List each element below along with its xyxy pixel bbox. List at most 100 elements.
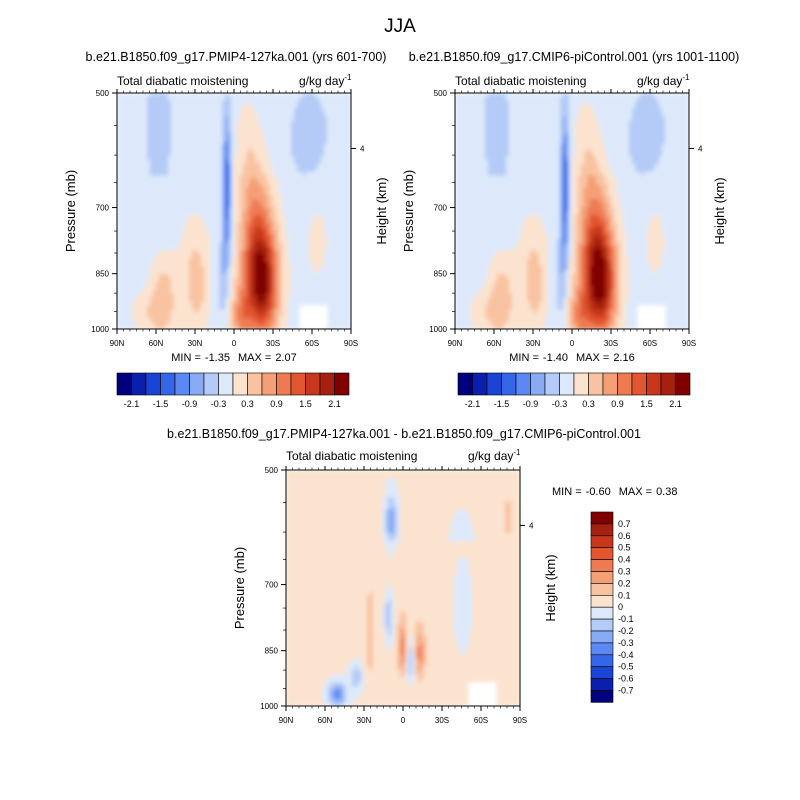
heatmap-cell <box>312 183 316 188</box>
heatmap-cell <box>216 100 220 106</box>
heatmap-cell <box>219 297 223 303</box>
panel-picontrol: b.e21.B1850.f09_g17.CMIP6-piControl.001 … <box>401 50 739 409</box>
heatmap-cell <box>171 238 175 244</box>
heatmap-cell <box>231 175 235 181</box>
heatmap-cell <box>285 148 289 153</box>
heatmap-cell <box>276 136 280 141</box>
heatmap-cell <box>270 128 274 133</box>
heatmap-cell <box>336 171 340 177</box>
heatmap-cell <box>174 218 178 224</box>
heatmap-cell <box>165 301 169 306</box>
heatmap-cell <box>213 321 217 326</box>
heatmap-cell <box>216 207 220 212</box>
heatmap-cell <box>578 93 582 98</box>
heatmap-cell <box>270 309 274 314</box>
heatmap-cell <box>330 317 334 322</box>
panel-units-label: g/kg day-1 <box>637 73 690 88</box>
heatmap-cell <box>171 183 175 188</box>
heatmap-cell <box>273 159 277 165</box>
heatmap-cell <box>189 266 193 271</box>
heatmap-cell <box>282 270 286 275</box>
heatmap-cell <box>159 234 163 240</box>
heatmap-cell <box>240 183 244 188</box>
heatmap-cell <box>126 250 130 255</box>
heatmap-cell <box>234 191 238 196</box>
heatmap-cell <box>285 234 289 240</box>
heatmap-cell <box>141 171 145 177</box>
heatmap-cell <box>201 214 205 220</box>
heatmap-cell <box>120 325 124 329</box>
heatmap-cell <box>135 277 139 283</box>
heatmap-cell <box>225 211 229 216</box>
heatmap-cell <box>300 159 304 165</box>
heatmap-cell <box>288 100 292 106</box>
heatmap-cell <box>348 301 351 306</box>
heatmap-cell <box>306 128 310 133</box>
heatmap-cell <box>189 155 193 161</box>
heatmap-cell <box>488 93 492 98</box>
heatmap-cell <box>318 155 322 161</box>
heatmap-cell <box>135 270 139 275</box>
heatmap-cell <box>174 163 178 169</box>
heatmap-cell <box>117 155 121 161</box>
heatmap-cell <box>147 144 151 149</box>
heatmap-cell <box>318 203 322 208</box>
heatmap-cell <box>147 108 151 114</box>
heatmap-cell <box>339 183 343 188</box>
heatmap-cell <box>129 262 133 267</box>
heatmap-cell <box>144 313 148 318</box>
heatmap-cell <box>234 136 238 141</box>
heatmap-cell <box>506 93 510 98</box>
heatmap-cell <box>345 285 349 291</box>
heatmap-cell <box>117 128 121 133</box>
heatmap-cell <box>120 195 124 200</box>
heatmap-cell <box>201 230 205 236</box>
heatmap-cell <box>159 293 163 299</box>
heatmap-cell <box>204 152 208 157</box>
heatmap-cell <box>318 270 322 275</box>
heatmap-cell <box>300 191 304 196</box>
heatmap-cell <box>135 234 139 240</box>
heatmap-cell <box>345 218 349 224</box>
heatmap-cell <box>345 96 349 102</box>
heatmap-cell <box>144 317 148 322</box>
heatmap-cell <box>249 293 253 299</box>
heatmap-cell <box>240 140 244 145</box>
heatmap-cell <box>306 270 310 275</box>
heatmap-cell <box>210 325 214 329</box>
heatmap-cell <box>243 140 247 145</box>
heatmap-cell <box>153 140 157 145</box>
heatmap-cell <box>348 124 351 129</box>
heatmap-cell <box>270 163 274 169</box>
heatmap-cell <box>306 297 310 303</box>
heatmap-cell <box>324 226 328 232</box>
heatmap-cell <box>273 211 277 216</box>
heatmap-cell <box>303 250 307 255</box>
heatmap-cell <box>345 100 349 106</box>
heatmap-cell <box>348 289 351 295</box>
heatmap-cell <box>204 313 208 318</box>
heatmap-cell <box>315 112 319 118</box>
heatmap-cell <box>686 96 689 102</box>
heatmap-cell <box>264 285 268 291</box>
heatmap-cell <box>132 297 136 303</box>
heatmap-cell <box>120 100 124 106</box>
heatmap-cell <box>174 222 178 228</box>
heatmap-cell <box>120 222 124 228</box>
heatmap-cell <box>288 226 292 232</box>
heatmap-cell <box>324 250 328 255</box>
heatmap-cell <box>273 100 277 106</box>
heatmap-cell <box>144 258 148 263</box>
heatmap-cell <box>141 230 145 236</box>
heatmap-cell <box>345 277 349 283</box>
heatmap-cell <box>228 108 232 114</box>
heatmap-cell <box>153 152 157 157</box>
heatmap-cell <box>264 317 268 322</box>
heatmap-cell <box>279 277 283 283</box>
heatmap-cell <box>210 144 214 149</box>
heatmap-cell <box>141 124 145 129</box>
heatmap-cell <box>162 128 166 133</box>
heatmap-cell <box>252 199 256 204</box>
heatmap-cell <box>306 301 310 306</box>
heatmap-cell <box>300 262 304 267</box>
